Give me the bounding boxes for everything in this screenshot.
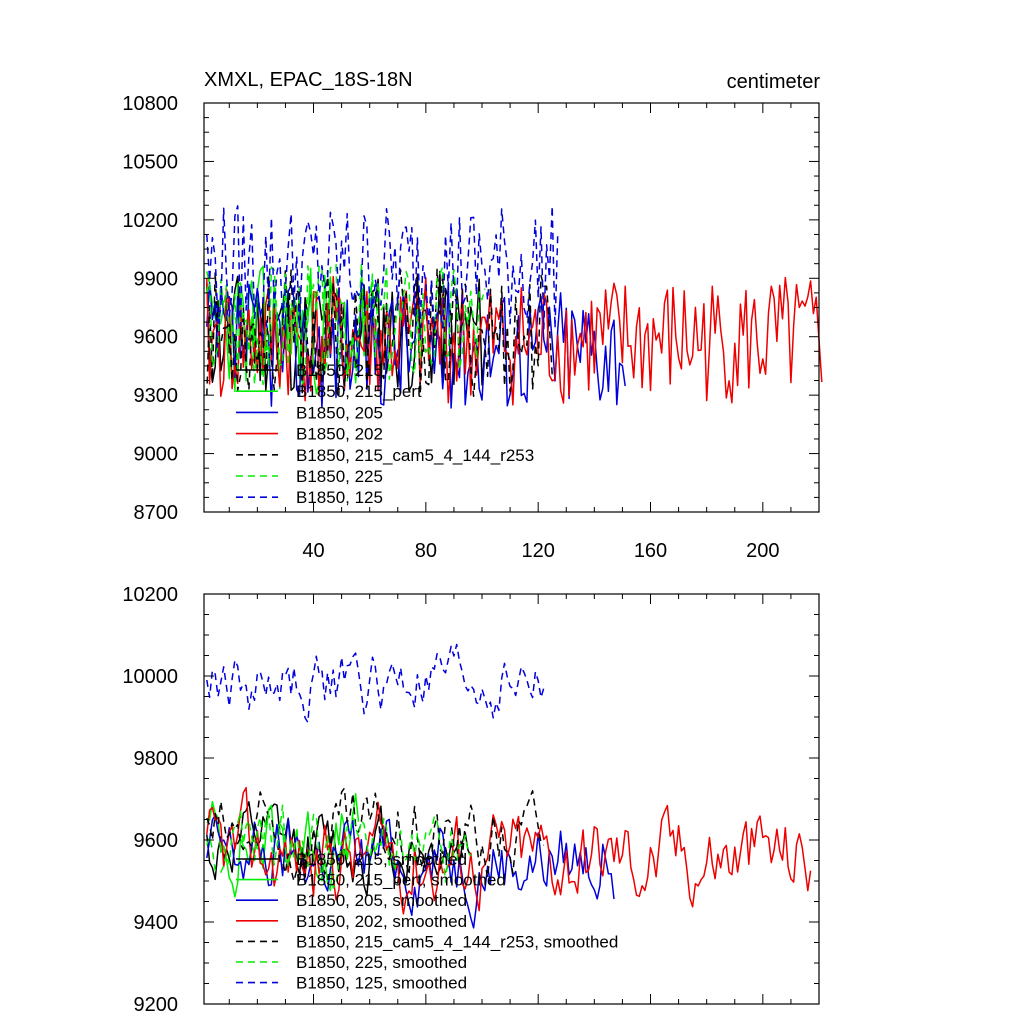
bottom-panel-series-group	[206, 643, 812, 929]
series-line-bottom-6	[206, 643, 545, 724]
legend-label: B1850, 215_pert	[296, 382, 422, 401]
y-tick-label: 10500	[122, 151, 178, 173]
y-tick-label: 9200	[134, 994, 179, 1016]
legend-label: B1850, 205, smoothed	[296, 891, 467, 910]
top-panel-title: XMXL, EPAC_18S-18N	[204, 69, 413, 91]
series-line-bottom-1	[206, 793, 360, 898]
x-tick-label: 120	[521, 540, 554, 562]
legend-label: B1850, 225, smoothed	[296, 953, 467, 972]
x-tick-label: 80	[415, 540, 437, 562]
x-tick-label: 40	[302, 540, 324, 562]
legend-label: B1850, 215_cam5_4_144_r253	[296, 446, 534, 465]
legend-label: B1850, 205	[296, 403, 383, 422]
y-tick-label: 9600	[134, 327, 179, 349]
x-tick-label: 200	[746, 540, 779, 562]
series-line-top-3	[206, 275, 823, 406]
top-panel: XMXL, EPAC_18S-18N centimeter 8700 9000 93…	[122, 69, 823, 562]
series-line-bottom-2	[206, 814, 615, 929]
y-tick-label: 9000	[134, 444, 179, 466]
top-panel-legend: B1850, 215 B1850, 215_pert B1850, 205 B1850…	[236, 361, 534, 507]
legend-label: B1850, 125, smoothed	[296, 974, 467, 993]
legend-label: B1850, 125	[296, 488, 383, 507]
y-tick-label: 9800	[134, 748, 179, 770]
bottom-panel-ticks: 9200 9400 9600 9800 10000 10200	[122, 584, 819, 1016]
bottom-panel: 9200 9400 9600 9800 10000 10200 B1850, 215, s…	[122, 584, 820, 1016]
legend-label: B1850, 215	[296, 361, 383, 380]
y-tick-label: 9400	[134, 912, 179, 934]
legend-label: B1850, 202, smoothed	[296, 912, 467, 931]
series-line-bottom-4	[206, 787, 545, 884]
legend-label: B1850, 215, smoothed	[296, 850, 467, 869]
y-tick-label: 9600	[134, 830, 179, 852]
y-tick-label: 8700	[134, 502, 179, 524]
legend-label: B1850, 215_pert, smoothed	[296, 871, 506, 890]
y-tick-label: 10800	[122, 93, 178, 115]
top-panel-units: centimeter	[727, 71, 821, 93]
y-tick-label: 9900	[134, 268, 179, 290]
legend-label: B1850, 225	[296, 467, 383, 486]
y-tick-label: 10200	[122, 210, 178, 232]
y-tick-label: 9300	[134, 385, 179, 407]
legend-label: B1850, 202	[296, 425, 383, 444]
series-line-top-6	[206, 205, 559, 331]
series-line-top-5	[206, 263, 486, 386]
legend-label: B1850, 215_cam5_4_144_r253, smoothed	[296, 932, 618, 951]
x-tick-label: 160	[634, 540, 667, 562]
top-panel-ticks: 8700 9000 9300 9600 9900 10200 10500 10800 40 80 1…	[122, 93, 819, 562]
bottom-panel-legend: B1850, 215, smoothed B1850, 215_pert, smo…	[236, 850, 618, 993]
y-tick-label: 10200	[122, 584, 178, 606]
y-tick-label: 10000	[122, 666, 178, 688]
